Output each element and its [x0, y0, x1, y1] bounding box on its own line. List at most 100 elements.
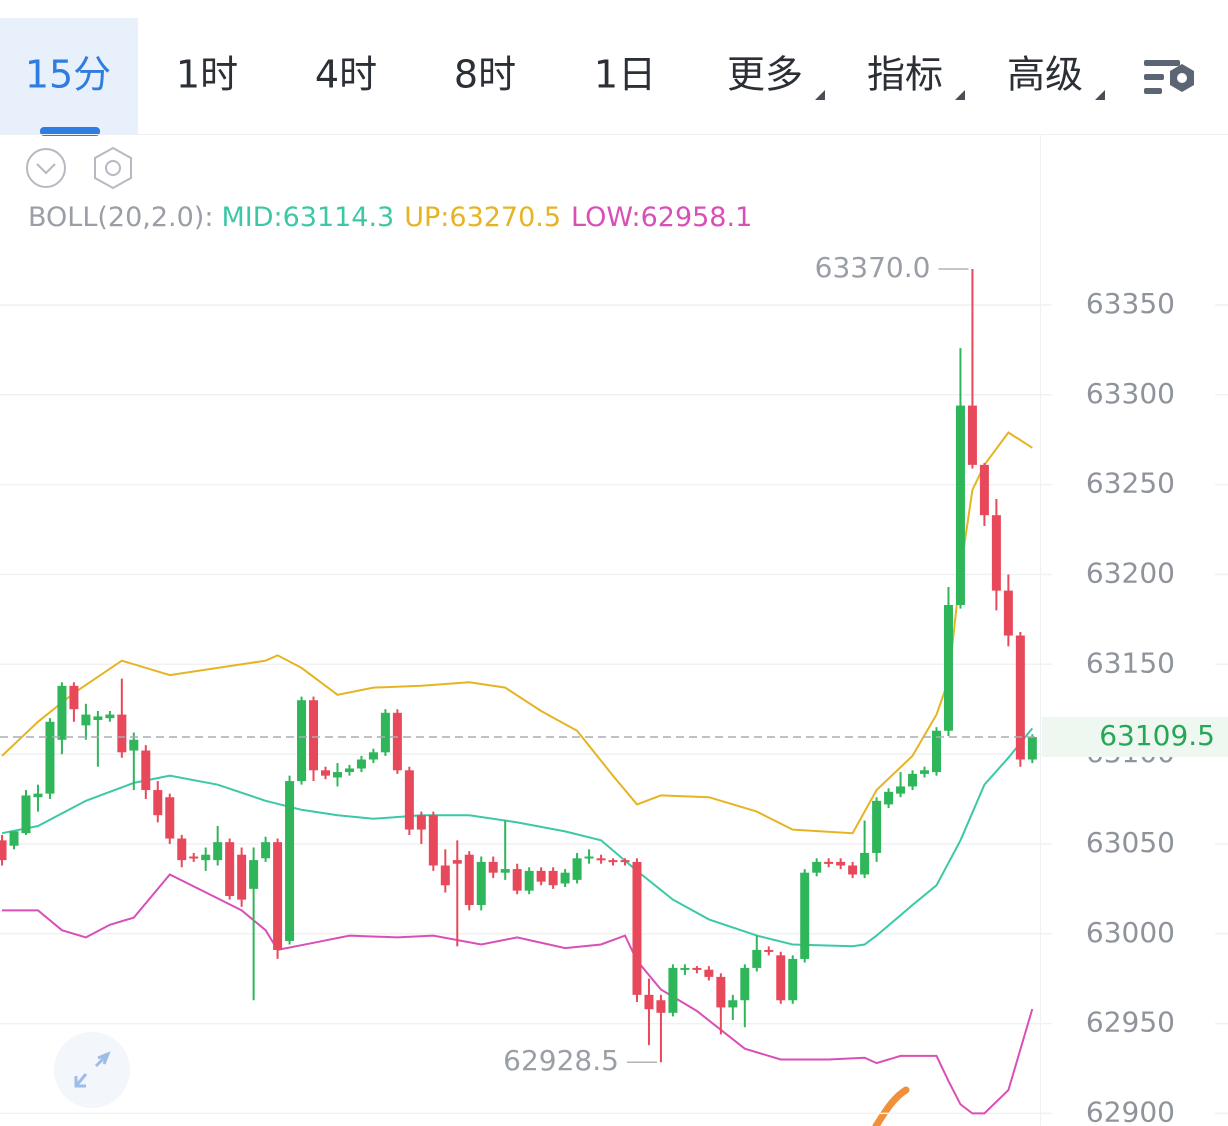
- tab[interactable]: 高级: [1007, 53, 1083, 97]
- candle-body: [848, 865, 858, 875]
- candle-body: [680, 967, 690, 970]
- tab[interactable]: 15分: [25, 53, 111, 97]
- candle-body: [309, 700, 319, 771]
- candle-body: [548, 870, 558, 886]
- candle-body: [237, 854, 247, 900]
- candle-body: [836, 861, 846, 866]
- candle-body: [931, 730, 941, 773]
- tab[interactable]: 指标: [867, 53, 943, 97]
- candle-body: [967, 405, 977, 465]
- candle-body: [800, 872, 810, 959]
- y-tick-label: 63150: [1086, 646, 1175, 679]
- current-price-tag: [1042, 717, 1228, 758]
- candle-body: [955, 405, 965, 605]
- candle-body: [165, 797, 175, 839]
- candle-body: [273, 842, 283, 950]
- active-tab-bg: [0, 18, 138, 135]
- candle-body: [141, 750, 151, 791]
- candle-body: [344, 768, 354, 773]
- y-tick-label: 63200: [1086, 556, 1175, 589]
- candle-body: [9, 831, 19, 846]
- current-price-label: 63109.5: [1099, 719, 1215, 752]
- boll-line: [2, 873, 1034, 1115]
- indicator-value: MID:63114.3: [221, 202, 394, 233]
- candle-body: [488, 861, 498, 873]
- candle-body: [356, 759, 366, 769]
- candle-body: [428, 815, 438, 866]
- boll-line: [1, 727, 1034, 948]
- indicator-label: BOLL(20,2.0):: [28, 202, 213, 233]
- candle-body: [764, 949, 774, 952]
- candle-body: [69, 685, 79, 710]
- y-tick-label: 63000: [1086, 916, 1175, 949]
- candle-body: [740, 967, 750, 1001]
- active-tab-indicator: [40, 127, 100, 136]
- candle-body: [189, 856, 199, 859]
- dropdown-caret: [955, 90, 965, 100]
- candle-body: [0, 840, 7, 861]
- candle-body: [1015, 635, 1025, 760]
- candle-body: [129, 739, 139, 751]
- candle-body: [524, 870, 534, 891]
- y-tick-label: 63300: [1086, 377, 1175, 410]
- candle-body: [321, 770, 331, 776]
- candle-body: [776, 955, 786, 1001]
- dropdown-caret: [815, 90, 825, 100]
- indicator-value: UP:63270.5: [404, 202, 561, 233]
- candle-body: [500, 869, 510, 873]
- candle-body: [1027, 737, 1037, 760]
- candle-body: [33, 793, 43, 798]
- candle-body: [261, 842, 271, 859]
- candle-body: [117, 714, 127, 753]
- expand-button[interactable]: [54, 1032, 130, 1108]
- candle-body: [668, 967, 678, 1013]
- tab[interactable]: 更多: [727, 53, 803, 97]
- boll-line: [1, 431, 1033, 835]
- y-tick-label: 63350: [1086, 287, 1175, 320]
- tab[interactable]: 4时: [315, 53, 377, 97]
- candle-body: [536, 870, 546, 882]
- candle-body: [752, 949, 762, 968]
- indicator-legend: BOLL(20,2.0): MID:63114.3 UP:63270.5 LOW:62…: [28, 202, 752, 233]
- collapse-icon[interactable]: [26, 148, 66, 188]
- candle-body: [632, 861, 642, 995]
- candle-body: [57, 685, 67, 740]
- candle-body: [464, 854, 474, 906]
- tab[interactable]: 1时: [176, 53, 238, 97]
- candle-body: [788, 958, 798, 1001]
- dropdown-caret: [1095, 90, 1105, 100]
- candle-body: [584, 856, 594, 859]
- candle-body: [728, 1000, 738, 1008]
- candle-body: [860, 852, 870, 875]
- candle-body: [716, 976, 726, 1008]
- settings-icon[interactable]: [1144, 60, 1194, 94]
- candle-body: [452, 860, 462, 864]
- candle-body: [943, 604, 953, 731]
- indicator-settings-icon[interactable]: [94, 146, 132, 190]
- candle-body: [884, 791, 894, 805]
- candle-body: [608, 860, 618, 863]
- candle-body: [105, 714, 115, 719]
- candle-body: [332, 772, 342, 778]
- candle-body: [201, 854, 211, 861]
- candle-body: [249, 860, 259, 889]
- candle-body: [596, 858, 606, 861]
- decoration-stroke: [872, 1086, 910, 1126]
- tab[interactable]: 8时: [454, 53, 516, 97]
- candle-body: [45, 721, 55, 794]
- candle-body: [297, 700, 307, 782]
- candle-body: [93, 716, 103, 720]
- y-tick-label: 62900: [1086, 1095, 1175, 1126]
- candle-body: [21, 795, 31, 834]
- extreme-label: 62928.5: [503, 1044, 619, 1077]
- candle-body: [812, 861, 822, 873]
- candle-body: [476, 861, 486, 906]
- candle-body: [225, 842, 235, 897]
- candle-body: [285, 781, 295, 941]
- tab[interactable]: 1日: [594, 53, 656, 97]
- candle-body: [153, 790, 163, 816]
- candle-body: [704, 969, 714, 977]
- candle-body: [896, 786, 906, 794]
- candle-body: [908, 773, 918, 787]
